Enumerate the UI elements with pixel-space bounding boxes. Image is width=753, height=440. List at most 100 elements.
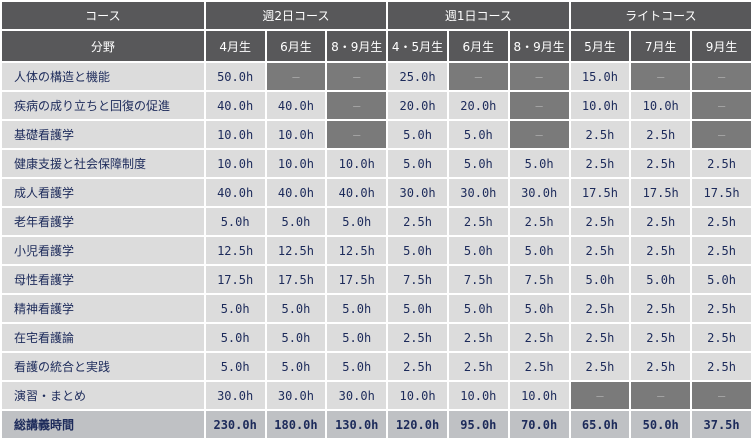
hours-cell: 2.5h: [448, 353, 508, 380]
cohort-header: 6月生: [448, 31, 508, 61]
table-row: 人体の構造と機能 50.0h ― ― 25.0h ― ― 15.0h ― ―: [2, 63, 751, 90]
hours-cell: 5.0h: [570, 266, 630, 293]
total-hours-cell: 70.0h: [509, 411, 569, 438]
subject-cell: 在宅看護論: [2, 324, 204, 351]
cohort-header: 5月生: [570, 31, 630, 61]
hours-cell: 2.5h: [631, 208, 691, 235]
subject-cell: 人体の構造と機能: [2, 63, 204, 90]
hours-cell: 5.0h: [205, 353, 265, 380]
hours-cell: 40.0h: [205, 92, 265, 119]
table-row: 在宅看護論 5.0h 5.0h 5.0h 2.5h 2.5h 2.5h 2.5h 2.5h 2.5…: [2, 324, 751, 351]
hours-cell: 10.0h: [570, 92, 630, 119]
course-group-weekly-2: 週2日コース: [205, 2, 387, 29]
hours-cell: 12.5h: [327, 237, 387, 264]
not-applicable-cell: ―: [692, 92, 751, 119]
hours-cell: 2.5h: [570, 295, 630, 322]
hours-cell: 10.0h: [205, 121, 265, 148]
subject-cell: 看護の統合と実践: [2, 353, 204, 380]
not-applicable-cell: ―: [631, 382, 691, 409]
not-applicable-cell: ―: [327, 63, 387, 90]
subject-cell: 健康支援と社会保障制度: [2, 150, 204, 177]
hours-cell: 15.0h: [570, 63, 630, 90]
hours-cell: 5.0h: [448, 295, 508, 322]
hours-cell: 2.5h: [570, 353, 630, 380]
not-applicable-cell: ―: [692, 121, 751, 148]
not-applicable-cell: ―: [327, 121, 387, 148]
hours-cell: 30.0h: [327, 382, 387, 409]
subject-cell: 基礎看護学: [2, 121, 204, 148]
hours-cell: 5.0h: [509, 150, 569, 177]
subject-cell: 成人看護学: [2, 179, 204, 206]
total-label: 総講義時間: [2, 411, 204, 438]
hours-cell: 2.5h: [631, 150, 691, 177]
hours-cell: 5.0h: [388, 237, 447, 264]
total-hours-cell: 130.0h: [327, 411, 387, 438]
hours-cell: 5.0h: [631, 266, 691, 293]
hours-cell: 10.0h: [205, 150, 265, 177]
course-group-weekly-1: 週1日コース: [388, 2, 569, 29]
hours-cell: 5.0h: [448, 121, 508, 148]
cohort-header: 6月生: [266, 31, 326, 61]
hours-cell: 5.0h: [509, 295, 569, 322]
hours-cell: 5.0h: [266, 208, 326, 235]
not-applicable-cell: ―: [509, 121, 569, 148]
hours-cell: 5.0h: [388, 121, 447, 148]
table-header: コース 週2日コース 週1日コース ライトコース 分野 4月生 6月生 8・9月…: [2, 2, 751, 61]
table-row: 小児看護学 12.5h 12.5h 12.5h 5.0h 5.0h 5.0h 2.5h 2.5h…: [2, 237, 751, 264]
hours-cell: 30.0h: [205, 382, 265, 409]
not-applicable-cell: ―: [509, 92, 569, 119]
hours-cell: 2.5h: [509, 324, 569, 351]
course-group-light: ライトコース: [570, 2, 751, 29]
hours-cell: 12.5h: [205, 237, 265, 264]
hours-cell: 5.0h: [205, 295, 265, 322]
cohort-header: 8・9月生: [327, 31, 387, 61]
hours-cell: 5.0h: [509, 237, 569, 264]
hours-cell: 30.0h: [266, 382, 326, 409]
not-applicable-cell: ―: [266, 63, 326, 90]
hours-cell: 2.5h: [388, 208, 447, 235]
table-row: 母性看護学 17.5h 17.5h 17.5h 7.5h 7.5h 7.5h 5.0h 5.0h…: [2, 266, 751, 293]
hours-cell: 2.5h: [692, 295, 751, 322]
not-applicable-cell: ―: [692, 382, 751, 409]
hours-cell: 5.0h: [388, 295, 447, 322]
hours-cell: 5.0h: [327, 324, 387, 351]
hours-cell: 17.5h: [692, 179, 751, 206]
hours-cell: 2.5h: [388, 324, 447, 351]
hours-cell: 2.5h: [631, 237, 691, 264]
hours-cell: 5.0h: [448, 150, 508, 177]
hours-cell: 5.0h: [327, 295, 387, 322]
subject-cell: 老年看護学: [2, 208, 204, 235]
not-applicable-cell: ―: [570, 382, 630, 409]
hours-cell: 2.5h: [631, 121, 691, 148]
hours-cell: 17.5h: [327, 266, 387, 293]
total-row: 総講義時間 230.0h 180.0h 130.0h 120.0h 95.0h 70.0h 6…: [2, 411, 751, 438]
hours-cell: 2.5h: [692, 353, 751, 380]
hours-cell: 50.0h: [205, 63, 265, 90]
table-row: 基礎看護学 10.0h 10.0h ― 5.0h 5.0h ― 2.5h 2.5h ―: [2, 121, 751, 148]
hours-cell: 5.0h: [327, 353, 387, 380]
hours-cell: 2.5h: [692, 324, 751, 351]
hours-cell: 5.0h: [266, 324, 326, 351]
hours-cell: 2.5h: [570, 324, 630, 351]
hours-cell: 40.0h: [205, 179, 265, 206]
total-hours-cell: 95.0h: [448, 411, 508, 438]
hours-cell: 2.5h: [631, 324, 691, 351]
hours-cell: 2.5h: [570, 237, 630, 264]
course-header-row: コース 週2日コース 週1日コース ライトコース: [2, 2, 751, 29]
subject-cell: 小児看護学: [2, 237, 204, 264]
table-row: 看護の統合と実践 5.0h 5.0h 5.0h 2.5h 2.5h 2.5h 2.5h 2.5h…: [2, 353, 751, 380]
hours-cell: 5.0h: [205, 324, 265, 351]
cohort-header: 4月生: [205, 31, 265, 61]
hours-cell: 10.0h: [448, 382, 508, 409]
total-hours-cell: 180.0h: [266, 411, 326, 438]
hours-cell: 2.5h: [692, 150, 751, 177]
hours-cell: 2.5h: [388, 353, 447, 380]
hours-cell: 10.0h: [327, 150, 387, 177]
table-body: 人体の構造と機能 50.0h ― ― 25.0h ― ― 15.0h ― ― 疾病の成り立ちと回復の…: [2, 63, 751, 438]
total-hours-cell: 37.5h: [692, 411, 751, 438]
cohort-header: 4・5月生: [388, 31, 447, 61]
hours-cell: 40.0h: [266, 179, 326, 206]
hours-cell: 2.5h: [570, 150, 630, 177]
hours-cell: 17.5h: [205, 266, 265, 293]
